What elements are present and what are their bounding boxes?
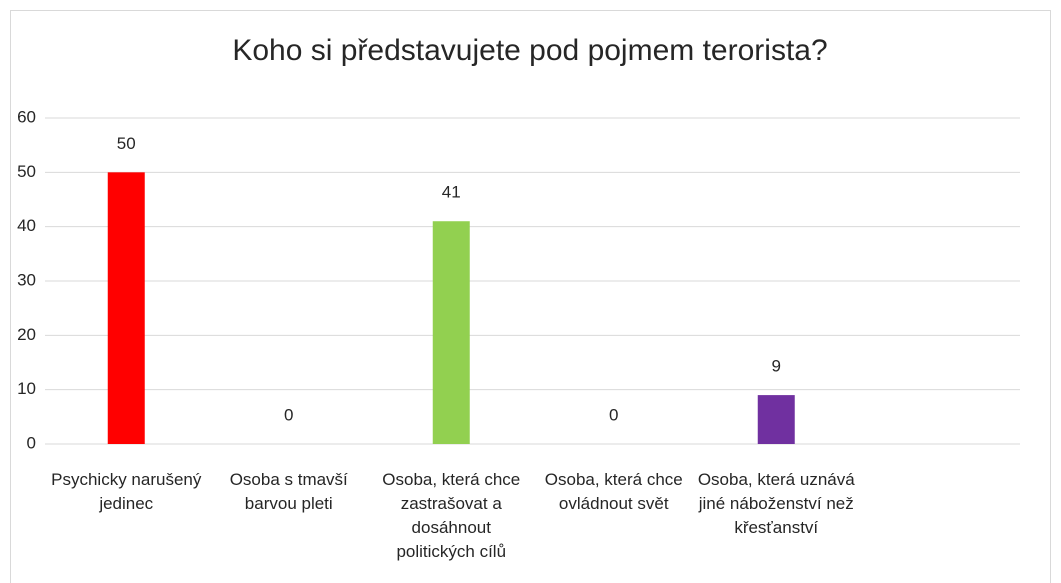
chart-title: Koho si představujete pod pojmem teroris… <box>232 34 827 67</box>
data-label: 9 <box>772 357 781 376</box>
x-tick-label: Osoba s tmavší barvou pleti <box>229 470 348 513</box>
bar <box>432 221 470 444</box>
x-tick-label: Osoba, která chce ovládnout svět <box>544 470 683 513</box>
data-label: 41 <box>442 183 461 202</box>
y-tick-label: 30 <box>17 270 36 289</box>
bar <box>757 395 795 444</box>
y-tick-label: 10 <box>17 379 36 398</box>
x-tick-label: Osoba, která chce zastrašovat a dosáhnou… <box>382 470 521 561</box>
y-tick-label: 40 <box>17 216 36 235</box>
data-label: 50 <box>117 134 136 153</box>
x-tick-label: Osoba, která uznává jiné náboženství než… <box>697 470 855 537</box>
data-label: 0 <box>609 405 618 424</box>
bar <box>107 172 145 445</box>
y-tick-label: 20 <box>17 325 36 344</box>
y-tick-label: 0 <box>27 433 36 452</box>
chart-frame <box>10 10 1051 583</box>
data-label: 0 <box>284 405 293 424</box>
x-tick-label: Psychicky narušený jedinec <box>51 470 202 513</box>
y-tick-label: 50 <box>17 162 36 181</box>
y-tick-label: 60 <box>17 107 36 126</box>
